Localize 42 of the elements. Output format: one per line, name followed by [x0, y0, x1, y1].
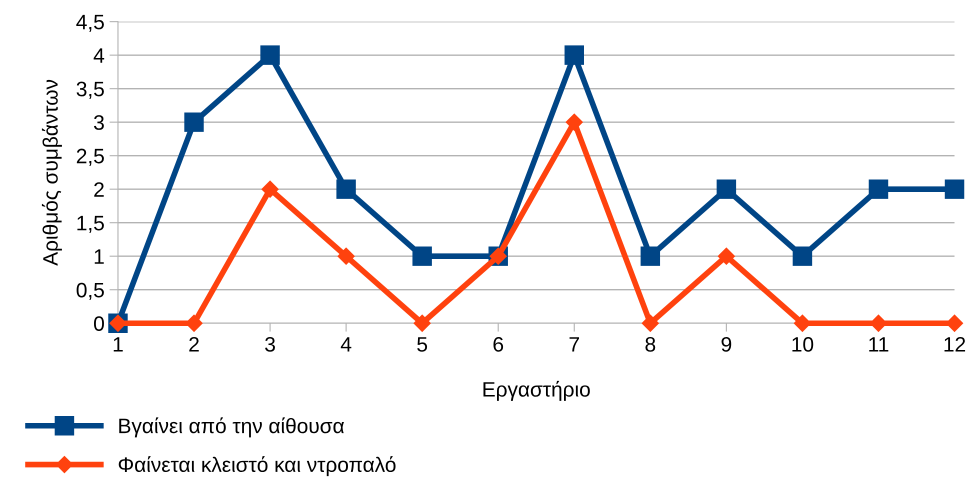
- point: [566, 114, 583, 131]
- y-axis-title: Αριθμός συμβάντων: [42, 80, 62, 266]
- x-axis-title: Εργαστήριο: [483, 380, 590, 401]
- x-tick-label: 3: [265, 336, 275, 352]
- point: [414, 314, 431, 332]
- point: [336, 179, 356, 199]
- point: [412, 246, 432, 266]
- point: [640, 246, 660, 266]
- y-tick-label: 4,5: [76, 14, 104, 32]
- point: [262, 180, 279, 198]
- point: [868, 179, 888, 199]
- y-tick-label: 2: [94, 182, 104, 197]
- y-tick-label: 0: [94, 316, 104, 331]
- x-tick-label: 8: [645, 336, 656, 352]
- y-tick-label: 0,5: [76, 282, 104, 300]
- point: [642, 314, 659, 332]
- point: [716, 179, 736, 199]
- point: [718, 248, 735, 265]
- x-tick-label: 5: [417, 337, 428, 352]
- x-tick-label: 11: [869, 337, 888, 352]
- y-tick-label: 3: [94, 115, 104, 130]
- y-tick-label: 1,5: [77, 216, 104, 233]
- x-tick-label: 1: [114, 337, 123, 352]
- x-tick-label: 9: [722, 336, 732, 352]
- y-tick-label: 3,5: [76, 82, 104, 99]
- x-tick-label: 12: [944, 336, 966, 352]
- y-tick-label: 2,5: [76, 148, 104, 166]
- point: [184, 112, 204, 132]
- legend-label: Βγαίνει από την αίθουσα: [119, 417, 344, 438]
- point: [338, 248, 355, 265]
- x-tick-label: 2: [189, 336, 199, 352]
- y-tick-label: 4: [94, 48, 104, 63]
- x-tick-label: 7: [570, 337, 580, 352]
- point: [792, 246, 812, 266]
- x-tick-label: 6: [493, 336, 504, 352]
- point: [564, 45, 584, 65]
- x-tick-label: 4: [340, 337, 352, 352]
- point: [260, 45, 280, 65]
- legend-label: Φαίνεται κλειστό και ντροπαλό: [118, 456, 396, 476]
- point: [944, 179, 964, 199]
- x-tick-label: 10: [792, 336, 814, 352]
- y-tick-label: 1: [94, 249, 104, 264]
